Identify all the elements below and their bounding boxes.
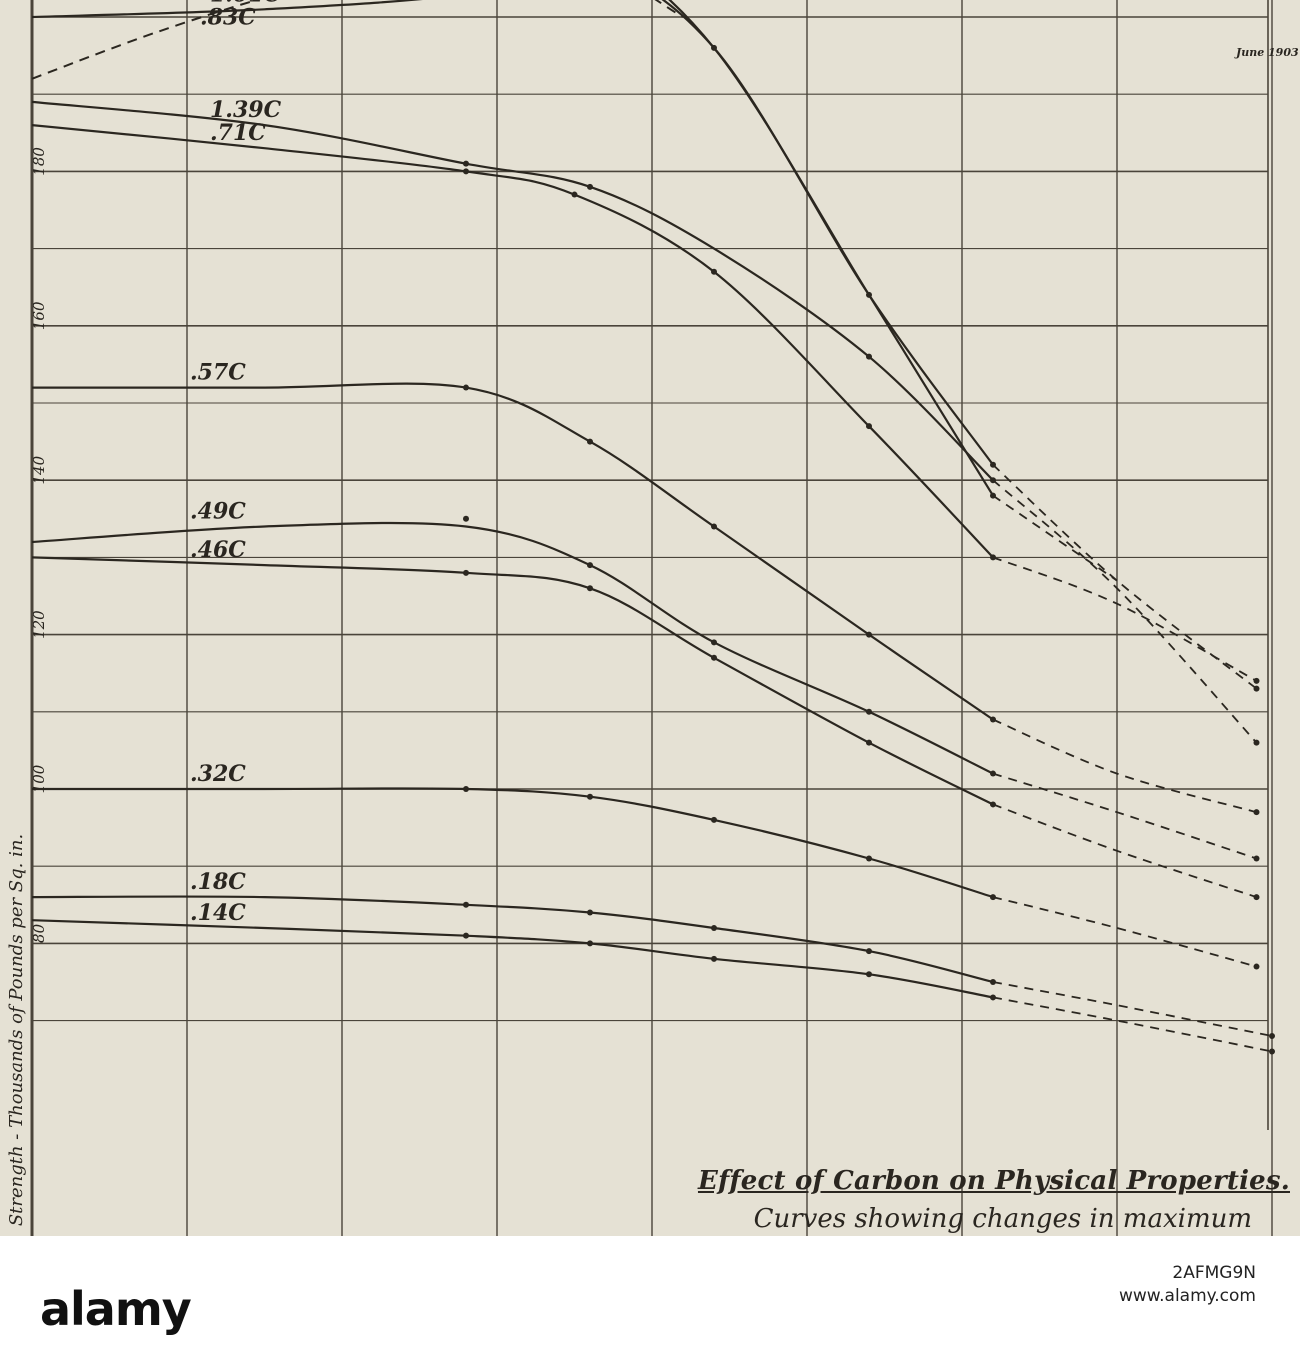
watermark-image-id: 2AFMG9N [1172,1263,1256,1283]
data-point-46C-1 [587,585,593,592]
watermark-site: www.alamy.com [1118,1285,1256,1306]
y-tick-120: 120 [30,610,48,639]
data-point-71C-0 [463,168,469,175]
data-point-14C-0 [463,932,469,939]
data-point-57C-1 [587,438,593,445]
curve-label-18C: .18C [190,869,246,895]
data-point-18C-2 [711,924,717,931]
data-point-57C-4 [990,716,996,723]
series-line-14C [31,919,994,999]
data-point-18C-4 [990,979,996,985]
series-tail-14C [992,996,1273,1053]
curve-labels: 1.22C.83C1.01C1.39C.71C.57C.49C.46C.32C.… [190,0,282,926]
data-point-139C-0 [463,160,469,167]
y-axis-label: Strength - Thousands of Pounds per Sq. i… [6,834,27,1226]
data-point-139C-2 [866,353,872,360]
chart-subtitle: Curves showing changes in maximum [753,1204,1252,1234]
y-tick-100: 100 [30,764,48,793]
data-point-71C-5 [1253,677,1260,684]
data-point-71C-4 [990,554,996,561]
data-point-101C-2 [711,44,717,51]
curve-label-57C: .57C [190,360,246,386]
curve-label-83C: .83C [200,4,256,30]
series-line-49C [31,521,994,775]
data-point-14C-3 [866,971,872,978]
series-line-46C [31,556,994,806]
data-point-49C-3 [866,708,872,715]
data-point-32C-1 [587,793,593,800]
series-tail-18C [992,981,1273,1037]
data-point-46C-3 [866,739,872,746]
curve-label-46C: .46C [190,537,246,563]
data-point-32C-0 [463,786,469,792]
data-point-49C-2 [711,639,717,646]
curve-label-71C: .71C [210,120,266,146]
curve-label-49C: .49C [190,499,246,525]
curve-label-101C: 1.01C [210,0,282,7]
data-point-122C-3 [990,492,996,499]
data-point-71C-1 [571,191,578,198]
data-point-101C-3 [990,461,996,468]
data-point-122C-2 [866,291,872,298]
series-line-18C [31,895,994,984]
data-point-14C-4 [990,994,996,1001]
series-tail-101C [992,464,1258,690]
data-point-57C-0 [463,384,469,391]
y-tick-labels: 80 100 120 140 160 180 [30,147,48,943]
data-point-32C-5 [1253,963,1260,970]
data-point-71C-2 [711,268,717,275]
y-tick-160: 160 [30,301,48,330]
data-point-101C-4 [1253,685,1260,692]
y-tick-140: 140 [30,455,48,484]
data-point-14C-1 [587,940,593,947]
series-line-32C [31,787,994,899]
series-tail-49C [992,772,1257,860]
gridlines [30,0,1273,1236]
y-tick-180: 180 [30,147,48,176]
data-points [463,44,1275,1055]
data-point-49C-1 [587,562,593,569]
series-tail-57C [992,718,1257,814]
curve-label-139C: 1.39C [210,97,282,123]
watermark-logo: alamy [40,1282,192,1336]
watermark-bar [0,1236,1300,1362]
data-point-49C-4 [990,770,996,777]
curve-label-14C: .14C [190,900,246,926]
data-point-46C-2 [711,654,717,661]
curve-label-32C: .32C [190,761,246,787]
data-point-18C-5 [1269,1033,1275,1040]
data-point-18C-0 [463,901,469,908]
chart-title: Effect of Carbon on Physical Properties. [697,1166,1290,1196]
data-point-139C-3 [990,477,996,484]
data-point-49C-0 [463,515,469,522]
series-tail-46C [992,803,1257,898]
data-point-32C-4 [990,894,996,901]
series-tail-139C [992,479,1258,744]
watermark-id-block: 2AFMG9N www.alamy.com [1119,1262,1256,1308]
data-point-18C-3 [866,948,872,955]
data-point-57C-3 [866,631,872,638]
data-point-49C-5 [1253,855,1260,862]
data-point-14C-5 [1269,1048,1275,1055]
data-point-32C-2 [711,816,717,823]
data-point-57C-5 [1253,809,1260,816]
y-tick-80: 80 [30,923,48,943]
data-point-46C-0 [463,569,469,576]
data-point-46C-5 [1253,894,1260,901]
data-point-46C-4 [990,801,996,808]
data-point-71C-3 [866,423,872,430]
corner-note: June 1903 [1234,46,1299,59]
data-point-139C-4 [1253,739,1260,746]
data-point-18C-1 [587,909,593,916]
data-point-32C-3 [866,855,872,862]
data-point-57C-2 [711,523,717,530]
series-tail-71C [992,556,1257,682]
data-point-139C-1 [587,183,593,190]
data-point-14C-2 [711,955,717,962]
